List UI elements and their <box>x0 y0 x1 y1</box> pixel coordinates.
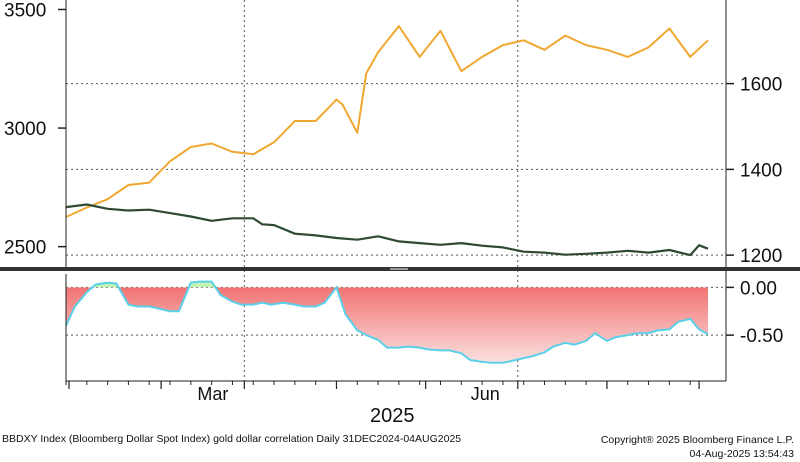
month-label-jun: Jun <box>471 384 500 404</box>
axis-layer <box>0 0 800 389</box>
left-tick-label-2500: 2500 <box>4 238 46 259</box>
copyright-block: Copyright® 2025 Bloomberg Finance L.P. 0… <box>601 433 794 461</box>
gold-price-line <box>65 25 709 218</box>
left-tick-label-3500: 3500 <box>4 0 46 21</box>
month-label-mar: Mar <box>197 384 228 404</box>
year-label: 2025 <box>370 405 415 427</box>
negative-correlation-area <box>66 287 708 363</box>
right-tick-label-1600: 1600 <box>740 75 782 96</box>
corr-tick-label-1: -0.50 <box>740 326 783 347</box>
right-tick-label-1200: 1200 <box>740 246 782 267</box>
copyright-text: Copyright® 2025 Bloomberg Finance L.P. <box>600 434 794 446</box>
positive-correlation-area <box>66 281 708 288</box>
timestamp-text: 04-Aug-2025 13:54:43 <box>689 448 794 460</box>
left-tick-label-3000: 3000 <box>4 119 46 140</box>
tick-label-layer: 2500 3000 3500 1200 1400 1600 0.00 -0.50 Mar Jun 2… <box>4 0 783 427</box>
correlation-line <box>65 280 709 364</box>
panel-splitter-handle <box>390 268 408 270</box>
right-tick-label-1400: 1400 <box>740 160 782 181</box>
dollar-index-line <box>65 203 709 257</box>
chart-description: BBDXY Index (Bloomberg Dollar Spot Index… <box>2 433 462 445</box>
corr-tick-label-0: 0.00 <box>740 278 777 299</box>
series-line-layer <box>65 25 709 364</box>
correlation-fill-layer <box>66 281 708 363</box>
